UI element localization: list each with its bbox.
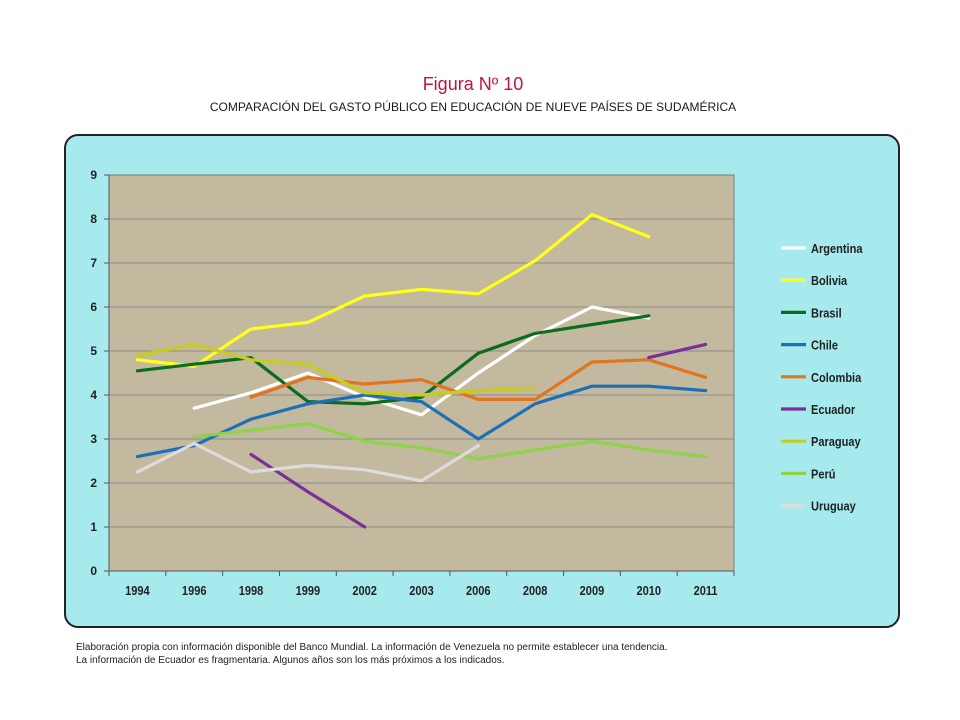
legend-label: Ecuador (811, 402, 855, 417)
series-brasil (135, 314, 651, 406)
chart-panel: 0 1 2 3 4 5 6 7 8 9 1994 1996 1998 1999 2002 2003 2006 20… (64, 134, 900, 628)
legend-label: Bolivia (811, 273, 847, 288)
legend-label: Chile (811, 338, 838, 353)
source-notes: Elaboración propia con información dispo… (76, 641, 668, 667)
figure-title: Figura Nº 10 (422, 74, 524, 94)
legend-label: Perú (811, 467, 836, 482)
x-tick-label: 2006 (466, 583, 491, 598)
series-line (135, 314, 651, 406)
x-tick-label: 1996 (182, 583, 207, 598)
legend-label: Uruguay (811, 499, 856, 514)
series-line (135, 441, 480, 483)
y-tick-label: 4 (90, 388, 97, 402)
x-tick-label: 2003 (409, 583, 434, 598)
y-tick-label: 2 (90, 476, 97, 490)
legend-label: Brasil (811, 306, 842, 321)
y-tick-label: 9 (90, 168, 97, 182)
series-line (192, 422, 708, 461)
axes: 0 1 2 3 4 5 6 7 8 9 1994 1996 1998 1999 2002 2003 2006 20… (90, 168, 735, 598)
y-tick-label: 7 (90, 256, 97, 270)
y-tick-label: 5 (90, 344, 97, 358)
y-tick-label: 0 (90, 564, 97, 578)
y-tick-label: 8 (90, 212, 97, 226)
series-paraguay (135, 342, 537, 397)
series-line (249, 358, 708, 401)
legend-label: Paraguay (811, 434, 861, 449)
series-lines (135, 212, 708, 529)
legend: Argentina Bolivia Brasil Chile Colombia Ecuad… (781, 241, 863, 514)
legend-label: Colombia (811, 370, 862, 385)
x-tick-label: 2002 (352, 583, 377, 598)
series-argentina (192, 305, 651, 417)
x-tick-label: 2010 (636, 583, 661, 598)
series-line (192, 305, 651, 417)
plot-area (108, 174, 735, 572)
series-colombia (249, 358, 708, 401)
series-line (135, 212, 651, 368)
x-tick-label: 2008 (523, 583, 548, 598)
x-tick-label: 1999 (296, 583, 321, 598)
series-perú (192, 422, 708, 461)
series-line (249, 452, 367, 529)
note-line-1: Elaboración propia con información dispo… (76, 642, 668, 653)
x-tick-label: 2009 (580, 583, 605, 598)
series-uruguay (135, 441, 480, 483)
series-line (135, 342, 537, 397)
x-tick-label: 1998 (239, 583, 264, 598)
x-tick-label: 2011 (694, 583, 718, 598)
legend-label: Argentina (811, 241, 863, 256)
y-tick-label: 1 (90, 520, 97, 534)
y-tick-label: 3 (90, 432, 97, 446)
series-chile (135, 384, 708, 459)
line-chart: 0 1 2 3 4 5 6 7 8 9 1994 1996 1998 1999 2002 2003 2006 20… (90, 168, 863, 598)
series-bolivia (135, 212, 651, 368)
series-line (647, 342, 708, 360)
figure-subtitle: COMPARACIÓN DEL GASTO PÚBLICO EN EDUCACI… (209, 100, 737, 114)
note-line-2: La información de Ecuador es fragmentari… (76, 655, 505, 666)
y-tick-label: 6 (90, 300, 97, 314)
series-line (135, 384, 708, 459)
series-ecuador (249, 342, 708, 529)
x-tick-label: 1994 (125, 583, 150, 598)
